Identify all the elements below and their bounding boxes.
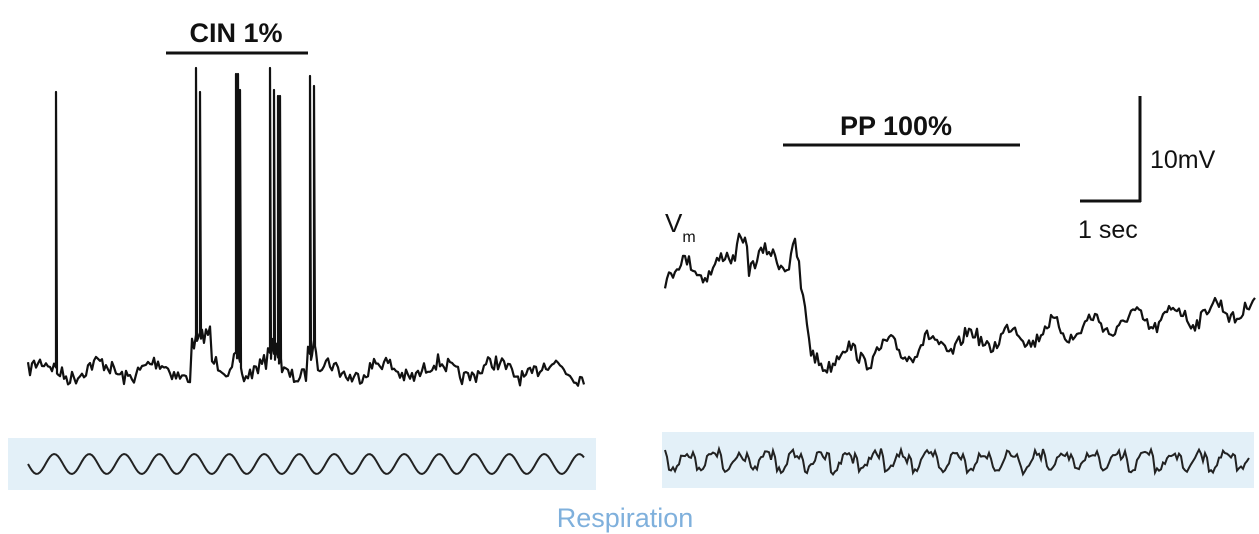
scale-time-label: 1 sec — [1078, 216, 1138, 244]
respiration-band-left — [8, 438, 596, 490]
vm-subscript: m — [682, 229, 695, 246]
respiration-label: Respiration — [557, 503, 694, 533]
right-stimulus-label: PP 100% — [840, 111, 952, 141]
scale-voltage-label: 10mV — [1150, 146, 1216, 174]
left-respiration-trace — [27, 452, 585, 476]
respiration-band-right — [662, 432, 1254, 488]
vm-trace-label: Vm — [665, 208, 696, 246]
left-stimulus-label: CIN 1% — [189, 18, 282, 48]
vm-main-letter: V — [665, 208, 683, 238]
right-membrane-trace — [663, 232, 1256, 374]
left-membrane-trace — [26, 66, 586, 387]
right-respiration-trace — [664, 445, 1250, 477]
